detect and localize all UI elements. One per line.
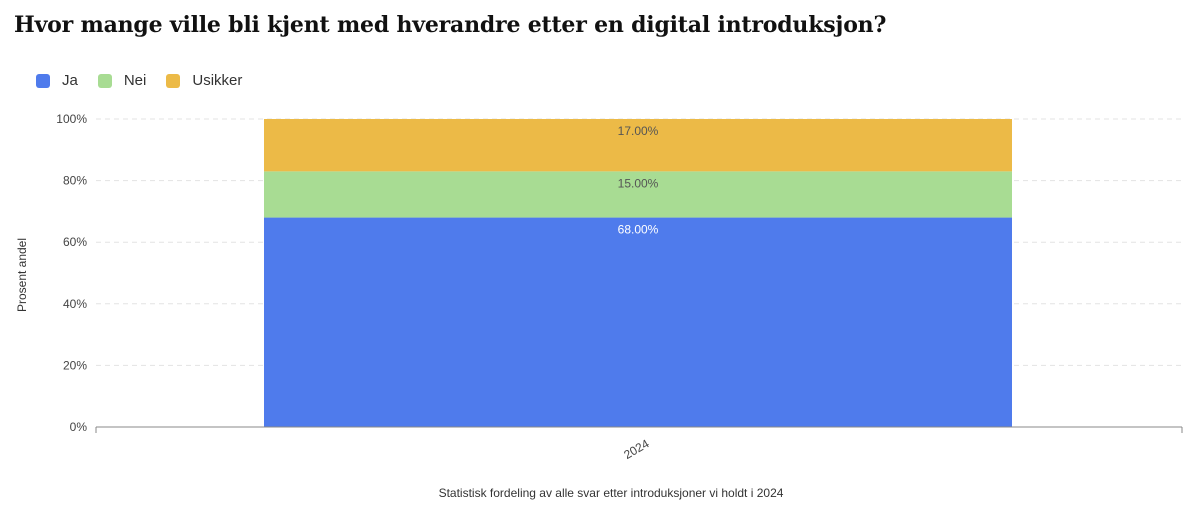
legend-item-usikker[interactable]: Usikker	[166, 72, 242, 89]
y-tick-label: 20%	[63, 358, 87, 372]
data-label-usikker: 17.00%	[618, 124, 659, 138]
chart-title: Hvor mange ville bli kjent med hverandre…	[14, 12, 887, 38]
legend-item-ja[interactable]: Ja	[36, 72, 78, 89]
legend-item-nei[interactable]: Nei	[97, 72, 147, 89]
bar-segment-nei	[264, 171, 1012, 218]
legend-label-ja: Ja	[62, 72, 78, 89]
legend-label-usikker: Usikker	[192, 72, 243, 89]
legend: Ja Nei Usikker	[36, 72, 242, 89]
legend-swatch-nei	[97, 73, 112, 88]
bar-segment-usikker	[264, 119, 1012, 172]
bar-segment-ja	[264, 217, 1012, 427]
legend-swatch-usikker	[166, 73, 181, 88]
x-axis-title: Statistisk fordeling av alle svar etter …	[439, 486, 784, 500]
legend-swatch-ja	[36, 73, 50, 88]
x-tick-label: 2024	[621, 436, 651, 462]
data-label-ja: 68.00%	[618, 223, 659, 237]
y-tick-label: 40%	[63, 297, 87, 311]
y-tick-label: 60%	[63, 235, 87, 249]
y-tick-label: 100%	[56, 112, 87, 126]
y-axis-title: Prosent andel	[15, 238, 29, 312]
y-tick-label: 80%	[63, 174, 87, 188]
data-label-nei: 15.00%	[618, 176, 659, 190]
y-tick-label: 0%	[70, 420, 88, 434]
legend-label-nei: Nei	[123, 72, 147, 89]
